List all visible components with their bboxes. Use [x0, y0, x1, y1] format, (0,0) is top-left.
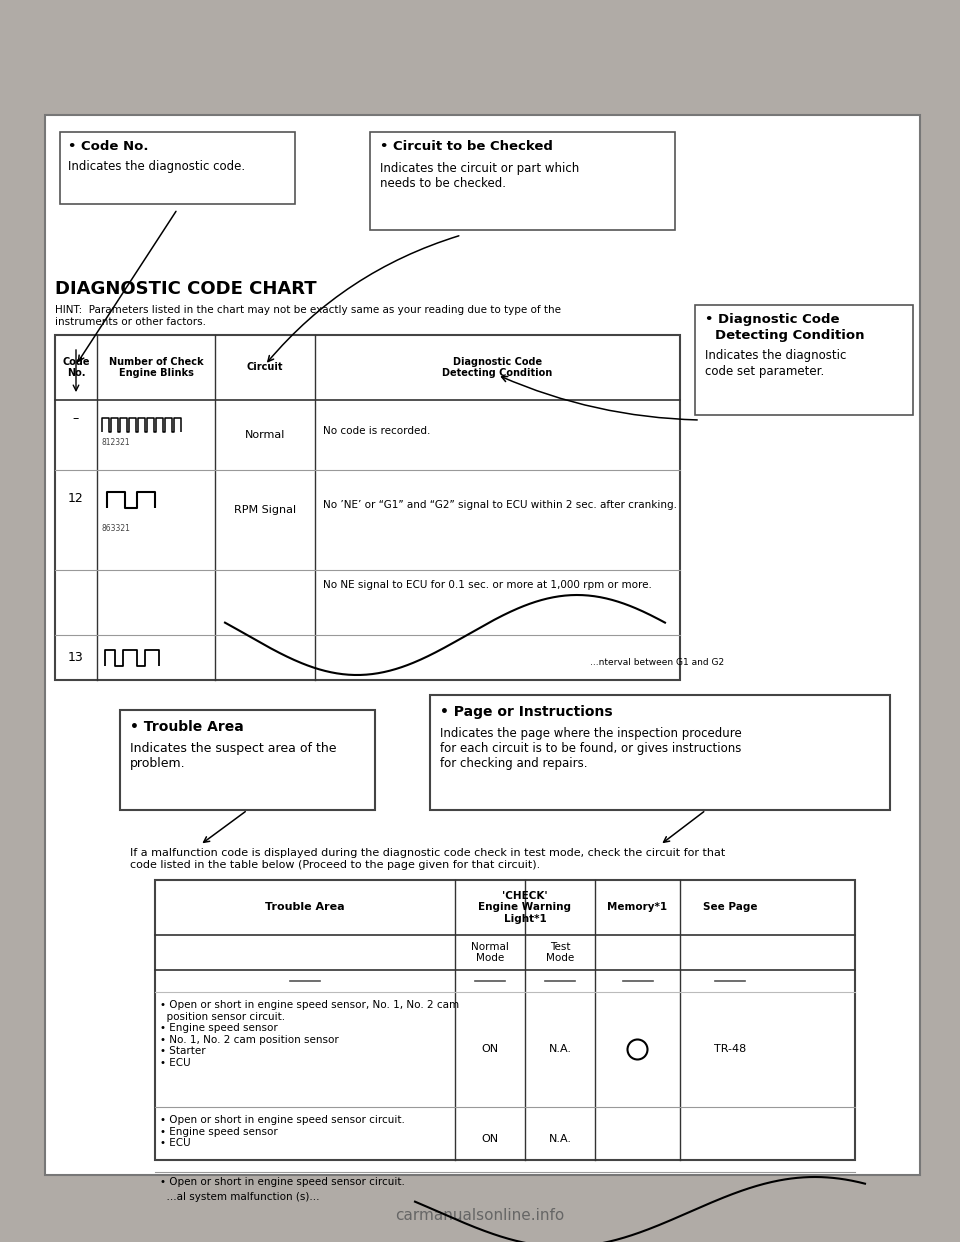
Text: N.A.: N.A.	[548, 1045, 571, 1054]
FancyBboxPatch shape	[120, 710, 375, 810]
Text: Diagnostic Code
Detecting Condition: Diagnostic Code Detecting Condition	[443, 356, 553, 379]
Text: 'CHECK'
Engine Warning
Light*1: 'CHECK' Engine Warning Light*1	[478, 891, 571, 924]
FancyBboxPatch shape	[55, 335, 680, 681]
Text: Indicates the diagnostic code.: Indicates the diagnostic code.	[68, 160, 245, 173]
Text: Code
No.: Code No.	[62, 356, 89, 379]
FancyBboxPatch shape	[45, 116, 920, 1175]
Text: Trouble Area: Trouble Area	[265, 903, 345, 913]
Text: Indicates the diagnostic: Indicates the diagnostic	[705, 349, 847, 361]
Text: Circuit: Circuit	[247, 363, 283, 373]
Text: ON: ON	[481, 1045, 498, 1054]
Text: ON: ON	[481, 1134, 498, 1144]
Text: 12: 12	[68, 492, 84, 505]
Text: Normal: Normal	[245, 430, 285, 440]
Text: 863321: 863321	[102, 524, 131, 533]
Text: See Page: See Page	[703, 903, 757, 913]
Text: Indicates the suspect area of the
problem.: Indicates the suspect area of the proble…	[130, 741, 337, 770]
Text: 812321: 812321	[102, 438, 131, 447]
Text: Number of Check
Engine Blinks: Number of Check Engine Blinks	[108, 356, 204, 379]
Text: • Trouble Area: • Trouble Area	[130, 720, 244, 734]
FancyBboxPatch shape	[430, 696, 890, 810]
Text: • Page or Instructions: • Page or Instructions	[440, 705, 612, 719]
Text: Indicates the circuit or part which
needs to be checked.: Indicates the circuit or part which need…	[380, 161, 579, 190]
Text: TR-48: TR-48	[714, 1045, 746, 1054]
FancyBboxPatch shape	[370, 132, 675, 230]
Text: • Diagnostic Code: • Diagnostic Code	[705, 313, 839, 325]
FancyBboxPatch shape	[695, 306, 913, 415]
Text: • Open or short in engine speed sensor circuit.
• Engine speed sensor
• ECU: • Open or short in engine speed sensor c…	[160, 1115, 405, 1148]
Text: Indicates the page where the inspection procedure
for each circuit is to be foun: Indicates the page where the inspection …	[440, 727, 742, 770]
Text: 13: 13	[68, 651, 84, 664]
Text: Detecting Condition: Detecting Condition	[715, 329, 865, 342]
Text: • Circuit to be Checked: • Circuit to be Checked	[380, 140, 553, 153]
Text: No NE signal to ECU for 0.1 sec. or more at 1,000 rpm or more.: No NE signal to ECU for 0.1 sec. or more…	[323, 580, 652, 590]
Text: –: –	[73, 412, 79, 425]
Text: HINT:  Parameters listed in the chart may not be exactly same as your reading du: HINT: Parameters listed in the chart may…	[55, 306, 561, 327]
Text: ...nterval between G1 and G2: ...nterval between G1 and G2	[590, 658, 724, 667]
Text: If a malfunction code is displayed during the diagnostic code check in test mode: If a malfunction code is displayed durin…	[130, 848, 725, 869]
Text: No code is recorded.: No code is recorded.	[323, 426, 430, 436]
Text: Test
Mode: Test Mode	[546, 941, 574, 964]
Text: DIAGNOSTIC CODE CHART: DIAGNOSTIC CODE CHART	[55, 279, 317, 298]
Text: code set parameter.: code set parameter.	[705, 365, 825, 378]
FancyBboxPatch shape	[60, 132, 295, 204]
Text: • Code No.: • Code No.	[68, 140, 149, 153]
Text: carmanualsonline.info: carmanualsonline.info	[396, 1207, 564, 1222]
Text: No ’NE’ or “G1” and “G2” signal to ECU within 2 sec. after cranking.: No ’NE’ or “G1” and “G2” signal to ECU w…	[323, 501, 677, 510]
Text: ...al system malfunction (s)...: ...al system malfunction (s)...	[160, 1192, 320, 1202]
Text: • Open or short in engine speed sensor, No. 1, No. 2 cam
  position sensor circu: • Open or short in engine speed sensor, …	[160, 1000, 459, 1068]
Text: N.A.: N.A.	[548, 1134, 571, 1144]
Text: Memory*1: Memory*1	[608, 903, 667, 913]
Text: Normal
Mode: Normal Mode	[471, 941, 509, 964]
Text: RPM Signal: RPM Signal	[234, 505, 296, 515]
FancyBboxPatch shape	[155, 881, 855, 1160]
Text: • Open or short in engine speed sensor circuit.: • Open or short in engine speed sensor c…	[160, 1177, 405, 1187]
